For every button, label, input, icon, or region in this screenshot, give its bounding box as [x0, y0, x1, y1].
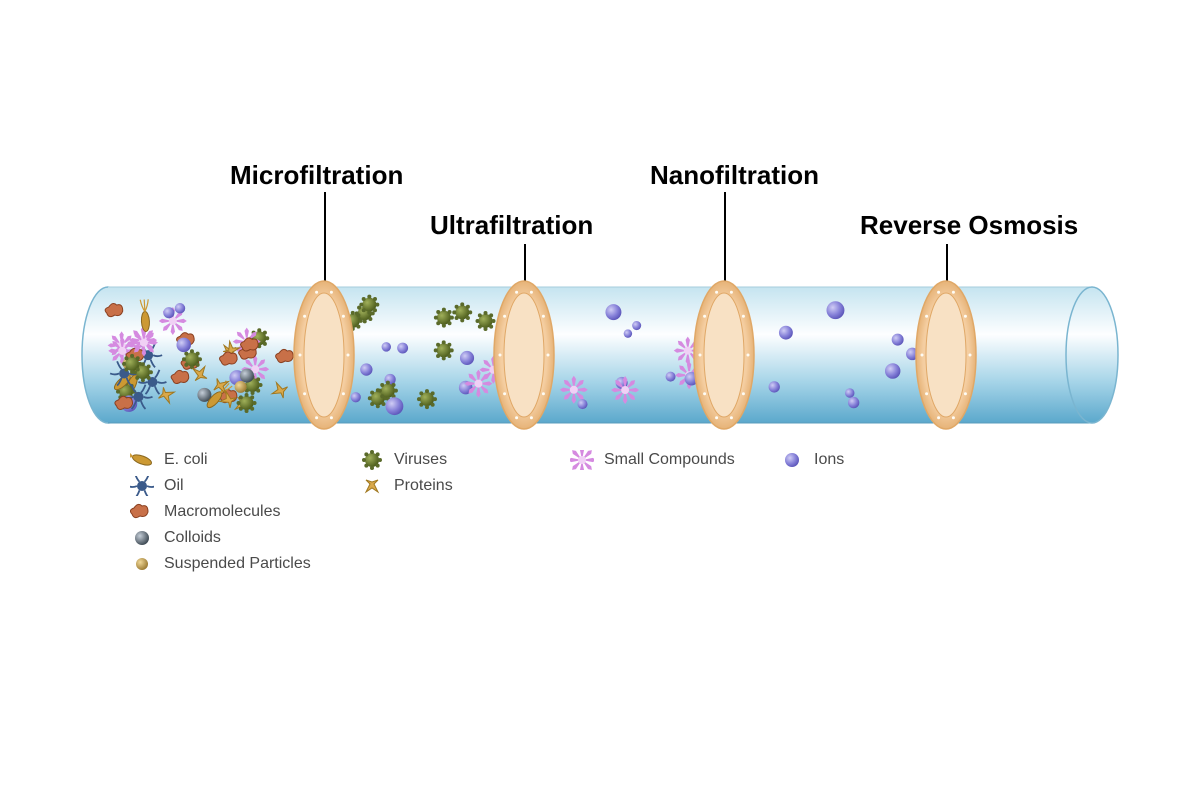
particle-ion	[848, 397, 859, 408]
particle-ion	[666, 372, 676, 382]
ecoli-icon	[130, 450, 154, 470]
legend-item-protein: Proteins	[360, 476, 453, 496]
legend-item-ion: Ions	[780, 450, 844, 470]
colloid-icon	[130, 528, 154, 548]
stage-label-2: Nanofiltration	[650, 160, 819, 191]
membrane-3	[916, 281, 976, 429]
membrane-2	[694, 281, 754, 429]
particle-ion	[885, 363, 900, 378]
particle-ion	[769, 381, 780, 392]
particle-virus	[452, 302, 472, 322]
protein-icon	[360, 476, 384, 496]
legend-label: E. coli	[164, 450, 208, 469]
legend-item-suspended: Suspended Particles	[130, 554, 311, 574]
filtration-diagram: Microfiltration Ultrafiltration Nanofiltra…	[80, 150, 1120, 650]
particle-compound	[130, 329, 158, 357]
legend-group-2: Small Compounds	[570, 450, 735, 476]
particle-compound	[464, 370, 492, 398]
legend-item-colloid: Colloids	[130, 528, 311, 548]
legend-item-oil: Oil	[130, 476, 311, 496]
legend-item-macromolecule: Macromolecules	[130, 502, 311, 522]
stage-label-1: Ultrafiltration	[430, 210, 593, 241]
legend-label: Proteins	[394, 476, 453, 495]
particle-ion	[605, 304, 621, 320]
legend-item-compound: Small Compounds	[570, 450, 735, 470]
particle-ion	[386, 397, 404, 415]
legend-label: Oil	[164, 476, 184, 495]
particle-ion	[175, 303, 185, 313]
particle-ion	[351, 392, 361, 402]
membrane-0	[294, 281, 354, 429]
legend-label: Macromolecules	[164, 502, 280, 521]
particle-ion	[632, 321, 641, 330]
particle-ion	[624, 329, 632, 337]
particle-ion	[176, 338, 190, 352]
virus-icon	[360, 450, 384, 470]
oil-icon	[130, 476, 154, 496]
legend-group-1: Viruses Proteins	[360, 450, 453, 502]
particle-virus	[417, 389, 437, 409]
particle-virus	[476, 311, 496, 331]
particle-colloid	[240, 369, 254, 383]
stage-label-0: Microfiltration	[230, 160, 403, 191]
particle-virus	[434, 308, 454, 328]
suspended-icon	[130, 554, 154, 574]
particle-ion	[397, 343, 408, 354]
particle-compound	[611, 376, 639, 404]
legend-label: Colloids	[164, 528, 221, 547]
membrane-1	[494, 281, 554, 429]
particle-ion	[577, 399, 587, 409]
stage-label-3: Reverse Osmosis	[860, 210, 1078, 241]
legend-label: Viruses	[394, 450, 447, 469]
legend-label: Small Compounds	[604, 450, 735, 469]
filtration-tube	[80, 275, 1120, 435]
pointer-line-0	[324, 192, 326, 284]
particle-suspended	[235, 381, 247, 393]
legend-item-virus: Viruses	[360, 450, 453, 470]
particle-virus	[434, 340, 454, 360]
particle-ion	[163, 307, 174, 318]
particle-ion	[779, 326, 793, 340]
legend-label: Suspended Particles	[164, 554, 311, 573]
particle-ion	[460, 351, 474, 365]
particle-ion	[826, 301, 844, 319]
ion-icon	[780, 450, 804, 470]
particle-virus	[182, 349, 202, 369]
particle-ion	[845, 388, 854, 397]
legend-group-3: Ions	[780, 450, 844, 476]
particle-virus	[359, 295, 379, 315]
legend-label: Ions	[814, 450, 844, 469]
pointer-line-2	[724, 192, 726, 284]
particle-ion	[382, 342, 391, 351]
particle-ion	[360, 363, 372, 375]
macromolecule-icon	[130, 502, 154, 522]
particle-virus	[122, 354, 142, 374]
legend-group-0: E. coli Oil Macromolecules Colloids Suspende…	[130, 450, 311, 580]
compound-icon	[570, 450, 594, 470]
legend-item-ecoli: E. coli	[130, 450, 311, 470]
particle-ion	[892, 334, 904, 346]
particle-virus	[237, 393, 257, 413]
